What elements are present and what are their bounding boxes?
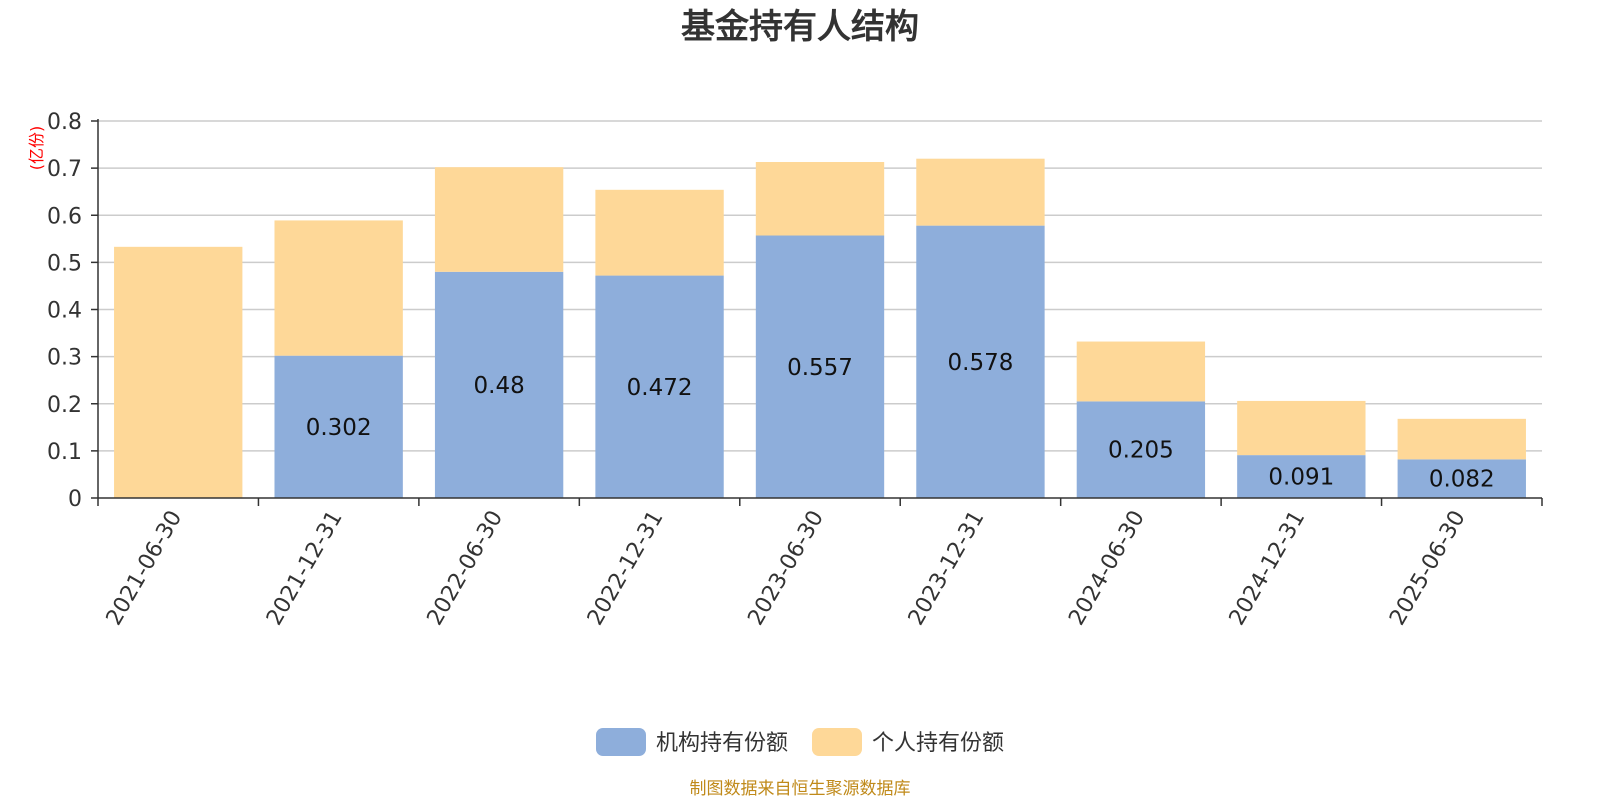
bars	[114, 158, 1526, 499]
bar-segment-institutional	[1397, 459, 1526, 498]
x-tick-label: 2024-12-31	[1225, 507, 1311, 630]
bar-segment-institutional	[274, 355, 403, 498]
bar-segment-individual	[1076, 341, 1206, 402]
bar-segment-individual	[755, 161, 885, 236]
y-tick-label: 0	[68, 487, 82, 512]
bar-segment-institutional	[595, 275, 724, 498]
data-label: 0.48	[474, 373, 525, 399]
bar-segment-individual	[1397, 418, 1526, 460]
y-axis-unit: (亿份)	[27, 126, 46, 171]
bar-segment-institutional	[755, 235, 885, 499]
y-tick-label: 0.2	[47, 393, 82, 418]
bar-segment-individual	[916, 158, 1045, 226]
x-tick-label: 2022-06-30	[423, 507, 509, 630]
bar-segment-individual	[1237, 400, 1366, 456]
legend-label: 机构持有份额	[656, 731, 788, 756]
x-tick-label: 2021-06-30	[102, 507, 188, 630]
data-label: 0.472	[627, 375, 693, 401]
y-tick-label: 0.5	[47, 251, 82, 276]
bar-segment-institutional	[916, 225, 1045, 498]
bar-segment-institutional	[1076, 401, 1206, 498]
y-tick-label: 0.8	[47, 110, 82, 135]
y-tick-label: 0.6	[47, 204, 82, 229]
data-label: 0.205	[1108, 438, 1174, 464]
y-tick-label: 0.7	[47, 157, 82, 182]
x-tick-label: 2025-06-30	[1385, 507, 1471, 630]
x-tick-label: 2021-12-31	[262, 507, 348, 630]
x-tick-label: 2023-06-30	[743, 507, 829, 630]
x-tick-label: 2023-12-31	[904, 507, 990, 630]
chart-title: 基金持有人结构	[681, 7, 919, 47]
legend-label: 个人持有份额	[872, 731, 1004, 756]
legend-swatch-individual	[812, 728, 862, 756]
data-label: 0.578	[948, 350, 1014, 376]
bar-segment-individual	[114, 246, 243, 498]
source-note: 制图数据来自恒生聚源数据库	[690, 779, 911, 799]
data-label: 0.091	[1268, 465, 1334, 491]
data-labels: 0.302 0.48 0.472 0.557 0.578 0.205 0.091 0.082	[306, 350, 1495, 493]
y-tick-label: 0.1	[47, 440, 82, 465]
y-tick-label: 0.4	[47, 299, 82, 324]
x-tick-label: 2024-06-30	[1064, 507, 1150, 630]
bar-segment-institutional	[434, 271, 564, 498]
data-label: 0.082	[1429, 467, 1495, 493]
bar-segment-institutional	[1237, 455, 1366, 498]
bar-segment-individual	[595, 189, 724, 276]
data-label: 0.557	[787, 355, 853, 381]
bar-segment-individual	[274, 220, 403, 356]
y-tick-label: 0.3	[47, 346, 82, 371]
data-label: 0.302	[306, 415, 372, 441]
legend-swatch-institutional	[596, 728, 646, 756]
legend: 机构持有份额 个人持有份额	[596, 728, 1004, 756]
x-tick-label: 2022-12-31	[583, 507, 669, 630]
bar-segment-individual	[434, 167, 564, 272]
